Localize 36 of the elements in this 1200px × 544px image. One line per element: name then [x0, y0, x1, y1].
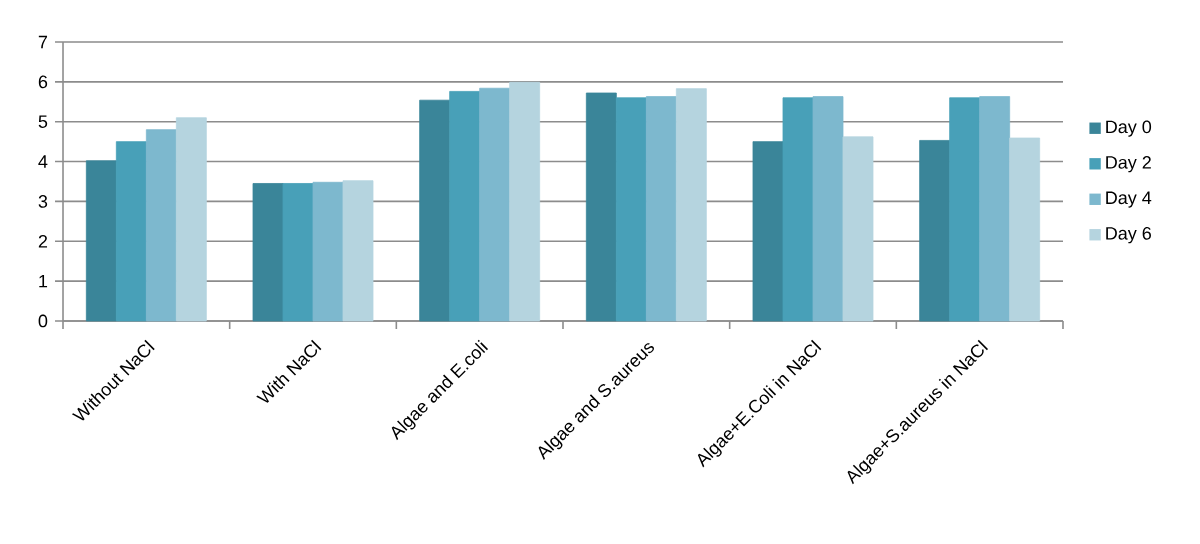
bar [85, 160, 117, 322]
bar [449, 91, 481, 322]
bar [509, 81, 541, 322]
bar [812, 96, 844, 322]
legend-label: Day 0 [1106, 120, 1152, 137]
bar [675, 88, 707, 322]
bar [312, 181, 344, 322]
bar [615, 97, 647, 322]
bar [419, 99, 451, 322]
bar [252, 183, 284, 322]
bar [175, 117, 207, 322]
y-tick-label: 3 [38, 195, 48, 208]
bar [282, 183, 314, 322]
bar [479, 87, 511, 322]
bar [782, 97, 814, 322]
legend-label: Day 6 [1106, 226, 1151, 244]
bar [145, 129, 177, 322]
y-tick-label: 0 [38, 314, 48, 328]
y-tick-label: 2 [38, 234, 48, 248]
y-tick-label: 7 [38, 35, 48, 49]
bar [949, 97, 981, 322]
bar [645, 96, 677, 322]
bar [919, 140, 951, 322]
y-tick-label: 5 [38, 115, 48, 128]
bar [979, 96, 1011, 322]
legend-label: Day 2 [1106, 156, 1151, 173]
y-tick-label: 4 [38, 155, 48, 168]
bar [585, 92, 617, 322]
y-tick-label: 6 [38, 75, 48, 89]
bar [342, 180, 374, 322]
bar [842, 136, 874, 322]
bar [1009, 137, 1041, 322]
legend-label: Day 4 [1106, 191, 1152, 208]
y-tick-label: 1 [39, 274, 48, 288]
bar [752, 141, 784, 322]
bar [115, 141, 147, 322]
